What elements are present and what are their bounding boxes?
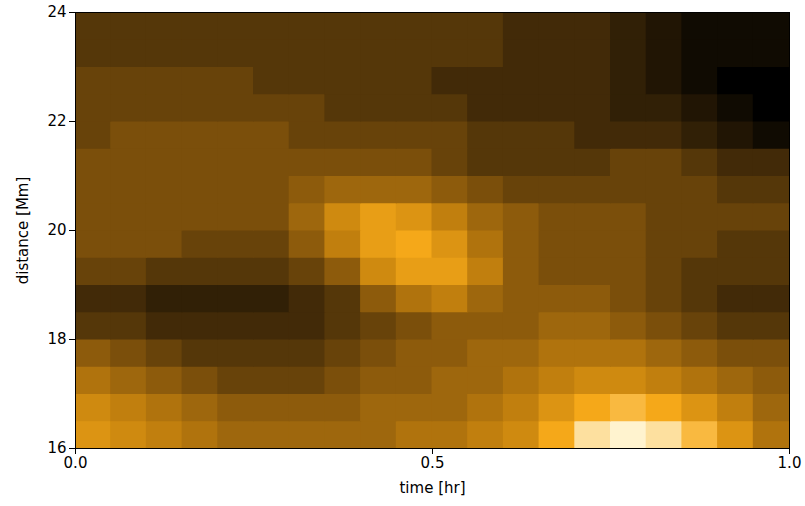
svg-text:20: 20	[47, 221, 66, 239]
svg-text:time [hr]: time [hr]	[399, 479, 465, 497]
svg-text:0.0: 0.0	[64, 454, 88, 472]
svg-text:24: 24	[47, 3, 66, 21]
svg-text:0.5: 0.5	[421, 454, 445, 472]
svg-text:22: 22	[47, 112, 66, 130]
svg-text:1.0: 1.0	[778, 454, 802, 472]
svg-text:18: 18	[47, 330, 66, 348]
svg-text:distance [Mm]: distance [Mm]	[14, 177, 32, 285]
svg-text:16: 16	[47, 439, 67, 458]
